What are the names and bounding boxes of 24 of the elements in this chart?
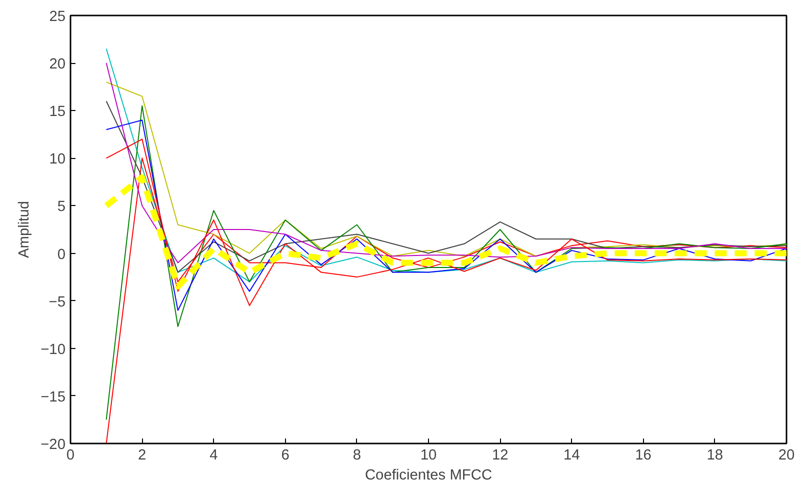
y-tick-label: −10 (40, 342, 66, 358)
x-tick-label: 18 (706, 448, 724, 464)
x-tick-label: 2 (138, 448, 146, 464)
x-tick-label: 16 (635, 448, 652, 464)
x-tick-label: 8 (352, 448, 361, 464)
y-tick-label: −15 (40, 389, 66, 406)
x-axis-title: Coeficientes MFCC (364, 468, 492, 484)
y-tick-label: 5 (57, 199, 66, 216)
y-tick-label: 10 (49, 152, 66, 168)
x-tick-label: 6 (281, 448, 290, 464)
line-series (106, 100, 786, 273)
y-tick-label: 25 (49, 9, 66, 25)
y-tick-label: −5 (48, 294, 66, 310)
y-tick-label: 15 (49, 104, 66, 120)
y-tick-label: 20 (49, 56, 66, 73)
x-tick-label: 4 (210, 448, 218, 464)
x-tick-label: 10 (420, 448, 437, 464)
line-series (106, 105, 786, 420)
y-tick-label: −20 (40, 437, 66, 453)
y-axis-title: Amplitud (16, 200, 33, 258)
y-tick-label: 0 (57, 246, 66, 263)
x-tick-label: 12 (492, 448, 508, 464)
x-tick-label: 14 (564, 448, 580, 464)
x-tick-label: 20 (778, 448, 795, 464)
